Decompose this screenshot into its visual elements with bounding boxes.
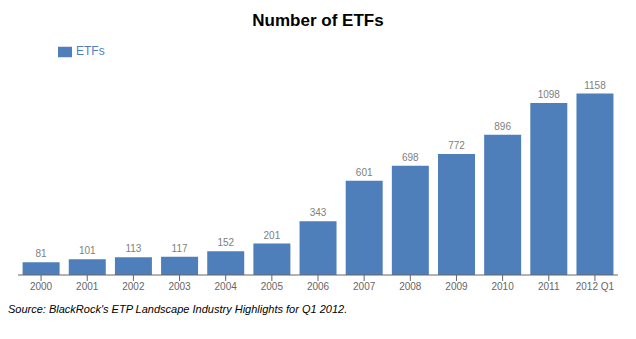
svg-text:2010: 2010 <box>491 281 514 292</box>
svg-text:2009: 2009 <box>445 281 468 292</box>
svg-text:2008: 2008 <box>399 281 422 292</box>
svg-text:2007: 2007 <box>353 281 376 292</box>
html-text:ETFs: ETFs <box>76 44 105 58</box>
svg-text:117: 117 <box>172 243 188 254</box>
svg-text:1158: 1158 <box>584 80 606 91</box>
svg-text:2012 Q1: 2012 Q1 <box>576 281 615 292</box>
svg-text:772: 772 <box>448 140 465 151</box>
svg-text:2003: 2003 <box>168 281 191 292</box>
svg-text:2006: 2006 <box>307 281 330 292</box>
svg-text:101: 101 <box>79 245 96 256</box>
svg-text:1098: 1098 <box>538 89 561 100</box>
svg-text:698: 698 <box>402 152 419 163</box>
svg-text:2004: 2004 <box>215 281 238 292</box>
svg-text:601: 601 <box>356 167 373 178</box>
html-text:Source: BlackRock's ETP Landsc: Source: BlackRock's ETP Landscape Indust… <box>8 303 348 315</box>
svg-text:201: 201 <box>264 230 281 241</box>
svg-text:2002: 2002 <box>122 281 145 292</box>
svg-text:2001: 2001 <box>76 281 99 292</box>
svg-text:2000: 2000 <box>30 281 53 292</box>
svg-text:343: 343 <box>310 207 327 218</box>
svg-text:113: 113 <box>125 243 141 254</box>
svg-text:81: 81 <box>36 248 48 259</box>
html-text:Number of ETFs: Number of ETFs <box>252 11 384 30</box>
svg-text:896: 896 <box>494 121 511 132</box>
svg-text:2005: 2005 <box>261 281 284 292</box>
svg-text:2011: 2011 <box>538 281 560 292</box>
svg-text:152: 152 <box>217 237 234 248</box>
